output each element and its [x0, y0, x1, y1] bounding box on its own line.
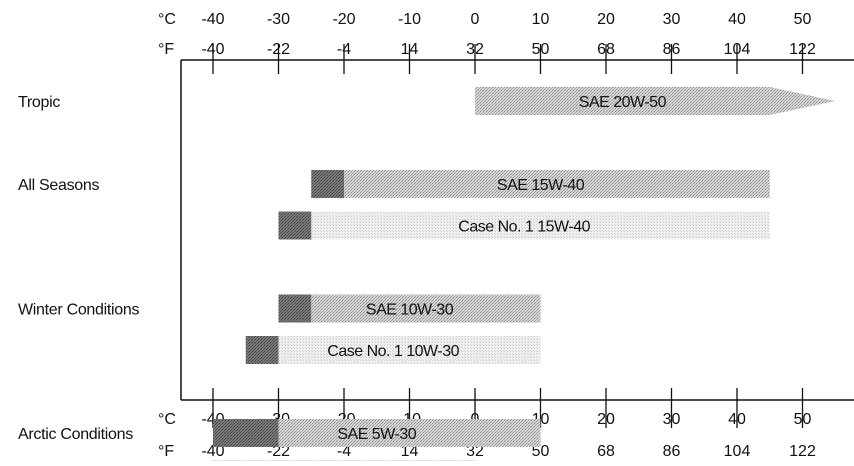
bar-cold-start-segment [278, 211, 312, 240]
bar-cold-start-segment [311, 170, 344, 198]
bar-label: SAE 10W-30 [366, 302, 454, 319]
top-celsius-tick-label: 30 [663, 11, 681, 28]
axes-group: °C°F°C°F-40-40-40-40-30-22-30-22-20-4-20… [158, 11, 854, 460]
top-fahrenheit-tick-label: 50 [532, 41, 550, 58]
bar-label: SAE 20W-50 [579, 94, 667, 111]
bar-cold-start-segment [245, 336, 279, 364]
bar-label: SAE 15W-40 [497, 177, 585, 194]
row-label: Arctic Conditions [18, 426, 133, 443]
top-celsius-tick-label: -10 [398, 11, 421, 28]
bar-segment [475, 87, 770, 115]
top-celsius-tick-label: 40 [728, 11, 746, 28]
top-celsius-unit: °C [158, 11, 176, 28]
bottom-fahrenheit-tick-label: 104 [724, 443, 751, 460]
bar-cold-start-segment [278, 294, 312, 323]
bottom-celsius-tick-label: 40 [728, 411, 746, 428]
bottom-fahrenheit-tick-label: -22 [267, 443, 290, 460]
bar-cold-start-segment [213, 419, 279, 447]
top-celsius-tick-label: -20 [332, 11, 355, 28]
bar-label: Case No. 1 15W-40 [458, 219, 590, 236]
top-fahrenheit-tick-label: 86 [663, 41, 681, 58]
bar-arrow-right [769, 87, 836, 115]
row-label: All Seasons [18, 177, 99, 194]
top-celsius-tick-label: 0 [471, 11, 480, 28]
bottom-celsius-unit: °C [158, 411, 176, 428]
bar-segment [344, 170, 770, 198]
top-fahrenheit-unit: °F [158, 41, 174, 58]
bar-segment [278, 419, 541, 447]
bottom-fahrenheit-tick-label: 122 [789, 443, 816, 460]
bottom-fahrenheit-tick-label: 32 [466, 443, 484, 460]
top-fahrenheit-tick-label: -22 [267, 41, 290, 58]
top-fahrenheit-tick-label: 68 [597, 41, 615, 58]
top-fahrenheit-tick-label: 32 [466, 41, 484, 58]
top-fahrenheit-tick-label: 122 [789, 41, 816, 58]
top-celsius-tick-label: 50 [794, 11, 812, 28]
top-fahrenheit-tick-label: 14 [401, 41, 419, 58]
top-fahrenheit-tick-label: -40 [201, 41, 224, 58]
bar-segment [311, 211, 770, 240]
row-label: Winter Conditions [18, 302, 139, 319]
bottom-fahrenheit-tick-label: 50 [532, 443, 550, 460]
bottom-fahrenheit-tick-label: 68 [597, 443, 615, 460]
labels-group: Tropic All Seasons Winter Conditions Arctic… [18, 94, 140, 443]
bar-label: SAE 5W-30 [337, 426, 416, 443]
top-fahrenheit-tick-label: -4 [337, 41, 351, 58]
bottom-celsius-tick-label: 30 [663, 411, 681, 428]
top-fahrenheit-tick-label: 104 [724, 41, 751, 58]
bottom-fahrenheit-unit: °F [158, 443, 174, 460]
bottom-fahrenheit-tick-label: -40 [201, 443, 224, 460]
row-label: Tropic [18, 94, 60, 111]
top-celsius-tick-label: -40 [201, 11, 224, 28]
bottom-celsius-tick-label: 20 [597, 411, 615, 428]
top-celsius-tick-label: 10 [532, 11, 550, 28]
bar-segment [278, 336, 541, 364]
bottom-fahrenheit-tick-label: 14 [401, 443, 419, 460]
top-celsius-tick-label: 20 [597, 11, 615, 28]
top-celsius-tick-label: -30 [267, 11, 290, 28]
bar-label: Case No. 1 10W-30 [327, 343, 459, 360]
bar-segment [311, 294, 541, 323]
bottom-fahrenheit-tick-label: -4 [337, 443, 351, 460]
bottom-celsius-tick-label: 50 [794, 411, 812, 428]
bottom-fahrenheit-tick-label: 86 [663, 443, 681, 460]
